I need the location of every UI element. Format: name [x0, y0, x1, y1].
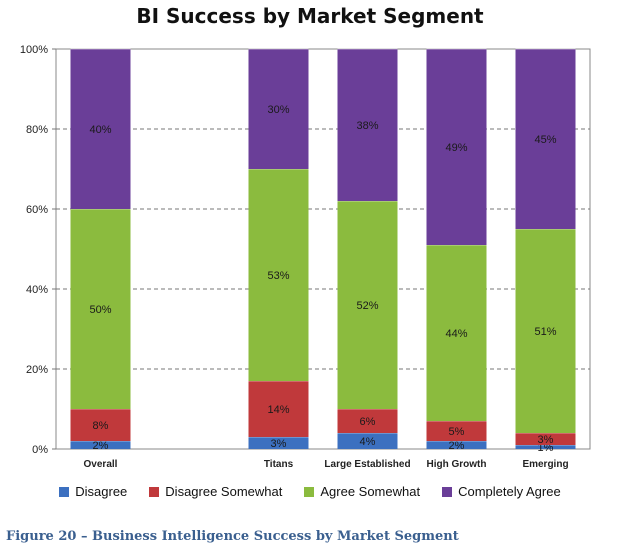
- legend-label: Completely Agree: [458, 484, 561, 499]
- y-tick-label: 0%: [32, 444, 48, 456]
- data-label: 6%: [360, 416, 376, 428]
- legend-label: Agree Somewhat: [320, 484, 421, 499]
- bar-agree-somewhat: [337, 201, 398, 409]
- bar-disagree-somewhat: [248, 381, 309, 437]
- bar-agree-somewhat: [248, 169, 309, 381]
- data-label: 2%: [449, 440, 465, 452]
- data-label: 4%: [360, 436, 376, 448]
- data-label: 40%: [89, 124, 111, 136]
- data-label: 14%: [267, 404, 289, 416]
- bar-completely-agree: [426, 49, 487, 245]
- legend: Disagree Disagree Somewhat Agree Somewha…: [0, 484, 620, 499]
- legend-swatch-disagree-somewhat: [149, 486, 160, 497]
- data-label: 5%: [449, 426, 465, 438]
- bar-completely-agree: [248, 49, 309, 169]
- data-label: 51%: [534, 326, 556, 338]
- data-label: 53%: [267, 270, 289, 282]
- data-label: 30%: [267, 104, 289, 116]
- data-label: 52%: [356, 300, 378, 312]
- plot-area: [55, 48, 591, 450]
- legend-swatch-agree-somewhat: [304, 486, 315, 497]
- bar-completely-agree: [515, 49, 576, 229]
- data-label: 45%: [534, 134, 556, 146]
- y-tick-label: 20%: [26, 364, 48, 376]
- y-tick-label: 80%: [26, 124, 48, 136]
- legend-item-completely-agree: Completely Agree: [442, 484, 561, 499]
- bar-agree-somewhat: [515, 229, 576, 433]
- bar-disagree: [70, 441, 131, 449]
- bar-disagree: [426, 441, 487, 449]
- data-label: 3%: [271, 438, 287, 450]
- legend-label: Disagree Somewhat: [165, 484, 283, 499]
- bar-disagree: [337, 433, 398, 449]
- bar-disagree-somewhat: [337, 409, 398, 433]
- data-label: 3%: [538, 434, 554, 446]
- chart-title: BI Success by Market Segment: [136, 4, 484, 28]
- x-category-label: Emerging: [522, 459, 568, 470]
- bar-completely-agree: [70, 49, 131, 209]
- bar-disagree-somewhat: [515, 433, 576, 445]
- bar-agree-somewhat: [426, 245, 487, 421]
- bar-disagree: [248, 437, 309, 449]
- legend-swatch-disagree: [59, 486, 70, 497]
- legend-item-disagree-somewhat: Disagree Somewhat: [149, 484, 282, 499]
- y-tick-label: 100%: [20, 44, 48, 56]
- bar-disagree-somewhat: [70, 409, 131, 441]
- data-label: 8%: [93, 420, 109, 432]
- y-tick-label: 40%: [26, 284, 48, 296]
- bar-chart: 0% 20% 40% 60% 80% 100% 2% 8% 50% 40% Overall 3% 14%…: [20, 44, 591, 470]
- bar-agree-somewhat: [70, 209, 131, 409]
- legend-swatch-completely-agree: [442, 486, 453, 497]
- data-label: 44%: [445, 328, 467, 340]
- data-label: 50%: [89, 304, 111, 316]
- legend-label: Disagree: [75, 484, 128, 499]
- y-tick-label: 60%: [26, 204, 48, 216]
- x-category-label: Large Established: [324, 459, 410, 470]
- x-category-label: Titans: [264, 459, 294, 470]
- data-label: 38%: [356, 120, 378, 132]
- bar-completely-agree: [337, 49, 398, 201]
- data-label: 49%: [445, 142, 467, 154]
- x-category-label: Overall: [84, 459, 118, 470]
- legend-item-agree-somewhat: Agree Somewhat: [304, 484, 420, 499]
- x-category-label: High Growth: [427, 459, 487, 470]
- data-label: 2%: [93, 440, 109, 452]
- legend-item-disagree: Disagree: [59, 484, 127, 499]
- bar-disagree: [515, 445, 576, 449]
- figure-caption: Figure 20 – Business Intelligence Succes…: [6, 529, 459, 544]
- bar-disagree-somewhat: [426, 421, 487, 441]
